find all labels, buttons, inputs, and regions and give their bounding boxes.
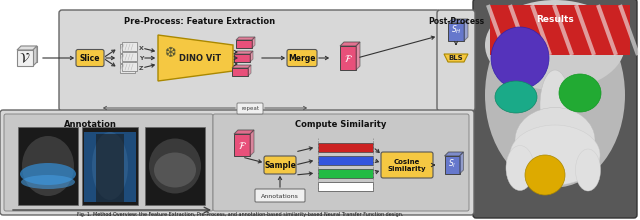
Bar — [120, 44, 135, 53]
Bar — [490, 5, 630, 55]
Text: Pre-Process: Feature Extraction: Pre-Process: Feature Extraction — [124, 17, 276, 26]
Bar — [17, 50, 33, 66]
Polygon shape — [232, 65, 251, 68]
Text: Post-Process: Post-Process — [428, 17, 484, 26]
Ellipse shape — [495, 81, 537, 113]
Text: Z: Z — [139, 66, 143, 70]
Polygon shape — [445, 152, 463, 156]
Text: Annotations: Annotations — [261, 194, 299, 198]
Ellipse shape — [485, 0, 625, 90]
Text: Cosine
Similarity: Cosine Similarity — [388, 158, 426, 172]
Text: $\mathcal{V}$: $\mathcal{V}$ — [19, 51, 31, 65]
Polygon shape — [448, 19, 468, 23]
Text: ❆: ❆ — [164, 46, 176, 60]
FancyBboxPatch shape — [213, 114, 469, 211]
FancyBboxPatch shape — [381, 152, 433, 178]
FancyBboxPatch shape — [0, 110, 474, 215]
Ellipse shape — [20, 163, 76, 185]
Bar — [318, 169, 373, 178]
Bar — [318, 182, 373, 191]
Bar — [445, 156, 460, 174]
Bar — [82, 127, 138, 205]
Bar — [232, 68, 248, 76]
Polygon shape — [340, 42, 360, 46]
Text: $S_H$: $S_H$ — [451, 24, 461, 36]
Bar — [122, 52, 137, 61]
Bar — [120, 54, 135, 63]
Bar — [122, 42, 137, 51]
Text: Sample: Sample — [264, 161, 296, 169]
Text: repeat: repeat — [241, 106, 259, 110]
Text: X: X — [139, 46, 144, 51]
Polygon shape — [464, 19, 468, 41]
Bar — [21, 46, 37, 62]
Bar — [234, 54, 250, 62]
Bar — [448, 23, 464, 41]
Bar — [318, 156, 373, 165]
Polygon shape — [444, 54, 468, 62]
Text: Slice: Slice — [80, 53, 100, 62]
Ellipse shape — [515, 108, 595, 172]
Polygon shape — [234, 51, 253, 54]
Bar — [18, 127, 78, 205]
Ellipse shape — [485, 2, 625, 187]
FancyBboxPatch shape — [264, 156, 296, 174]
Polygon shape — [250, 51, 253, 62]
Bar — [340, 46, 356, 70]
Ellipse shape — [22, 136, 74, 196]
FancyBboxPatch shape — [437, 10, 475, 111]
Ellipse shape — [491, 27, 549, 89]
Bar — [122, 62, 137, 71]
Bar — [318, 143, 373, 152]
Text: $\mathcal{F}$: $\mathcal{F}$ — [344, 53, 353, 64]
FancyBboxPatch shape — [4, 114, 213, 211]
Ellipse shape — [92, 132, 128, 200]
Polygon shape — [460, 152, 463, 174]
Text: DINO ViT: DINO ViT — [179, 53, 221, 62]
Polygon shape — [236, 37, 255, 40]
Text: Compute Similarity: Compute Similarity — [295, 120, 387, 129]
Ellipse shape — [154, 152, 196, 187]
Ellipse shape — [506, 145, 534, 191]
Polygon shape — [234, 130, 254, 134]
Ellipse shape — [21, 175, 75, 189]
Polygon shape — [250, 130, 254, 156]
FancyBboxPatch shape — [59, 10, 440, 111]
FancyBboxPatch shape — [76, 50, 104, 66]
Polygon shape — [17, 46, 37, 50]
FancyBboxPatch shape — [287, 50, 317, 66]
Circle shape — [525, 155, 565, 195]
Text: Fig. 1. Method Overview: the Feature Extraction, Pre-Process, and annotation-bas: Fig. 1. Method Overview: the Feature Ext… — [77, 212, 403, 217]
Bar — [120, 64, 135, 73]
Text: $S_l$: $S_l$ — [448, 158, 456, 170]
FancyBboxPatch shape — [473, 0, 637, 218]
Ellipse shape — [510, 125, 600, 185]
Ellipse shape — [540, 70, 570, 140]
Bar — [234, 134, 250, 156]
Text: Y: Y — [139, 55, 143, 60]
Text: $\mathcal{F}$: $\mathcal{F}$ — [237, 139, 246, 150]
Polygon shape — [252, 37, 255, 48]
Text: BLS: BLS — [449, 55, 463, 61]
FancyBboxPatch shape — [255, 189, 305, 202]
FancyBboxPatch shape — [237, 103, 263, 114]
Ellipse shape — [149, 139, 201, 194]
Ellipse shape — [575, 149, 600, 191]
Bar — [236, 40, 252, 48]
Polygon shape — [33, 46, 37, 66]
Ellipse shape — [559, 74, 601, 112]
Bar — [145, 127, 205, 205]
Polygon shape — [248, 65, 251, 76]
Text: Merge: Merge — [288, 53, 316, 62]
Bar — [84, 132, 136, 202]
Text: Results: Results — [536, 15, 574, 24]
Text: Annotation: Annotation — [63, 120, 116, 129]
Polygon shape — [356, 42, 360, 70]
Polygon shape — [158, 35, 233, 81]
Bar — [96, 134, 124, 202]
